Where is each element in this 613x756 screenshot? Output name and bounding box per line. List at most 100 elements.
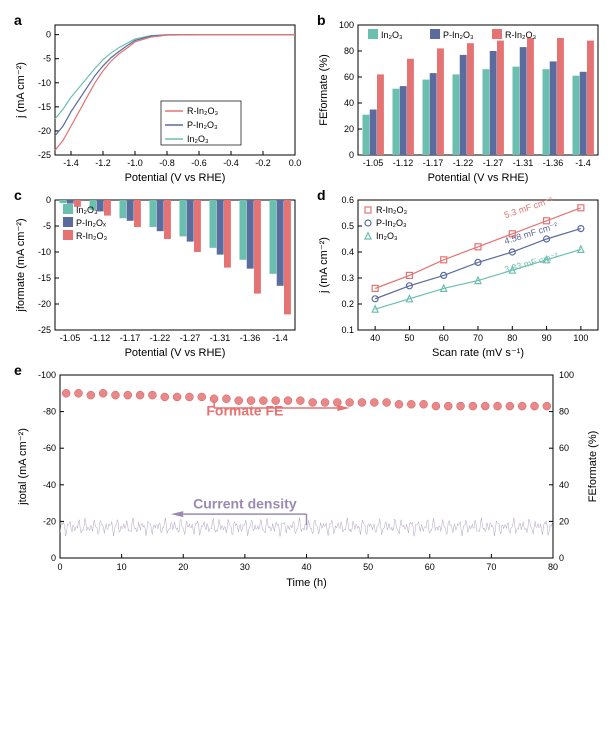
svg-text:jtotal (mA cm⁻²): jtotal (mA cm⁻²): [17, 428, 29, 506]
svg-text:10: 10: [117, 562, 127, 572]
svg-text:jformate (mA cm⁻²): jformate (mA cm⁻²): [15, 218, 27, 312]
svg-text:-1.17: -1.17: [423, 158, 444, 168]
svg-text:Potential (V vs RHE): Potential (V vs RHE): [125, 347, 226, 359]
svg-text:-25: -25: [38, 150, 51, 160]
panel-d-svg: 4050607080901000.10.20.30.40.50.6Scan ra…: [313, 185, 608, 360]
svg-text:-1.31: -1.31: [210, 333, 231, 343]
svg-text:-1.4: -1.4: [272, 333, 288, 343]
svg-text:-1.4: -1.4: [575, 158, 591, 168]
svg-text:-10: -10: [38, 78, 51, 88]
svg-text:80: 80: [344, 46, 354, 56]
svg-text:0.4: 0.4: [341, 247, 354, 257]
svg-text:40: 40: [344, 98, 354, 108]
svg-text:-0.8: -0.8: [159, 158, 175, 168]
panel-e-label: e: [14, 362, 22, 378]
panel-b-label: b: [317, 12, 326, 28]
svg-text:-1.0: -1.0: [127, 158, 143, 168]
row-ab: a -1.4-1.2-1.0-0.8-0.6-0.4-0.20.0-25-20-…: [10, 10, 603, 185]
svg-text:-10: -10: [38, 247, 51, 257]
svg-text:0: 0: [46, 30, 51, 40]
svg-text:-1.36: -1.36: [543, 158, 564, 168]
panel-a: a -1.4-1.2-1.0-0.8-0.6-0.4-0.20.0-25-20-…: [10, 10, 305, 185]
panel-a-label: a: [14, 12, 22, 28]
svg-text:-1.05: -1.05: [60, 333, 81, 343]
svg-text:R-In₂O₃: R-In₂O₃: [376, 205, 407, 215]
panel-c-svg: 0-5-10-15-20-25-1.05-1.12-1.17-1.22-1.27…: [10, 185, 305, 360]
svg-text:-0.2: -0.2: [255, 158, 271, 168]
svg-text:-1.05: -1.05: [363, 158, 384, 168]
svg-text:40: 40: [559, 480, 569, 490]
svg-text:FEformate (%): FEformate (%): [318, 54, 330, 126]
svg-text:20: 20: [178, 562, 188, 572]
svg-text:-1.36: -1.36: [240, 333, 261, 343]
svg-text:0: 0: [349, 150, 354, 160]
panel-b-svg: 020406080100-1.05-1.12-1.17-1.22-1.27-1.…: [313, 10, 608, 185]
svg-text:R-In₂O₃: R-In₂O₃: [505, 30, 536, 40]
svg-text:Potential (V vs RHE): Potential (V vs RHE): [428, 172, 529, 184]
svg-text:P-In₂O₃: P-In₂O₃: [443, 30, 474, 40]
svg-text:90: 90: [542, 333, 552, 343]
svg-text:In₂O₃: In₂O₃: [76, 205, 98, 215]
svg-text:4.58 mF cm⁻²: 4.58 mF cm⁻²: [503, 220, 559, 246]
svg-text:-1.22: -1.22: [150, 333, 171, 343]
svg-text:100: 100: [573, 333, 588, 343]
svg-text:0.2: 0.2: [341, 299, 354, 309]
svg-text:0: 0: [51, 553, 56, 563]
svg-text:P-In₂Oₓ: P-In₂Oₓ: [76, 218, 106, 228]
svg-text:Current density: Current density: [193, 496, 297, 512]
svg-text:70: 70: [486, 562, 496, 572]
svg-text:Time (h): Time (h): [286, 577, 327, 589]
svg-text:0.5: 0.5: [341, 221, 354, 231]
svg-text:0: 0: [559, 553, 564, 563]
svg-text:-15: -15: [38, 273, 51, 283]
svg-text:-60: -60: [43, 443, 56, 453]
svg-text:R-In₂O₃: R-In₂O₃: [76, 231, 107, 241]
svg-text:50: 50: [363, 562, 373, 572]
svg-text:20: 20: [559, 516, 569, 526]
svg-text:0.3: 0.3: [341, 273, 354, 283]
svg-text:-1.31: -1.31: [513, 158, 534, 168]
panel-d-label: d: [317, 187, 326, 203]
svg-text:Scan rate (mV s⁻¹): Scan rate (mV s⁻¹): [432, 347, 524, 359]
svg-text:In₂O₃: In₂O₃: [187, 134, 209, 144]
svg-text:FEformate (%): FEformate (%): [587, 431, 599, 503]
svg-text:40: 40: [301, 562, 311, 572]
panel-c: c 0-5-10-15-20-25-1.05-1.12-1.17-1.22-1.…: [10, 185, 305, 360]
svg-text:-20: -20: [38, 126, 51, 136]
svg-text:-1.12: -1.12: [393, 158, 414, 168]
svg-text:-5: -5: [43, 221, 51, 231]
svg-text:0.0: 0.0: [289, 158, 302, 168]
svg-text:60: 60: [559, 443, 569, 453]
svg-text:-1.12: -1.12: [90, 333, 111, 343]
svg-text:In₂O₃: In₂O₃: [376, 231, 398, 241]
svg-text:-20: -20: [43, 516, 56, 526]
svg-text:100: 100: [339, 20, 354, 30]
svg-text:-0.4: -0.4: [223, 158, 239, 168]
svg-text:70: 70: [473, 333, 483, 343]
panel-c-label: c: [14, 187, 22, 203]
panel-e: e 010203040506070800-20-40-60-80-1000204…: [10, 360, 608, 590]
svg-text:-1.22: -1.22: [453, 158, 474, 168]
svg-text:P-In₂O₃: P-In₂O₃: [187, 120, 218, 130]
panel-e-svg: 010203040506070800-20-40-60-80-100020406…: [10, 360, 608, 590]
svg-text:-15: -15: [38, 102, 51, 112]
svg-text:j (mA cm⁻²): j (mA cm⁻²): [15, 62, 27, 119]
svg-text:-80: -80: [43, 407, 56, 417]
svg-text:-40: -40: [43, 480, 56, 490]
svg-text:0.6: 0.6: [341, 195, 354, 205]
svg-text:40: 40: [370, 333, 380, 343]
panel-b: b 020406080100-1.05-1.12-1.17-1.22-1.27-…: [313, 10, 608, 185]
svg-text:-1.2: -1.2: [95, 158, 111, 168]
svg-text:100: 100: [559, 370, 574, 380]
svg-text:-5: -5: [43, 54, 51, 64]
row-e: e 010203040506070800-20-40-60-80-1000204…: [10, 360, 603, 590]
svg-text:80: 80: [548, 562, 558, 572]
svg-text:-1.4: -1.4: [63, 158, 79, 168]
svg-text:30: 30: [240, 562, 250, 572]
panel-a-svg: -1.4-1.2-1.0-0.8-0.6-0.4-0.20.0-25-20-15…: [10, 10, 305, 185]
svg-text:-1.27: -1.27: [180, 333, 201, 343]
svg-text:80: 80: [507, 333, 517, 343]
svg-text:-100: -100: [38, 370, 56, 380]
svg-text:j (mA cm⁻²): j (mA cm⁻²): [318, 237, 330, 294]
svg-text:0: 0: [46, 195, 51, 205]
